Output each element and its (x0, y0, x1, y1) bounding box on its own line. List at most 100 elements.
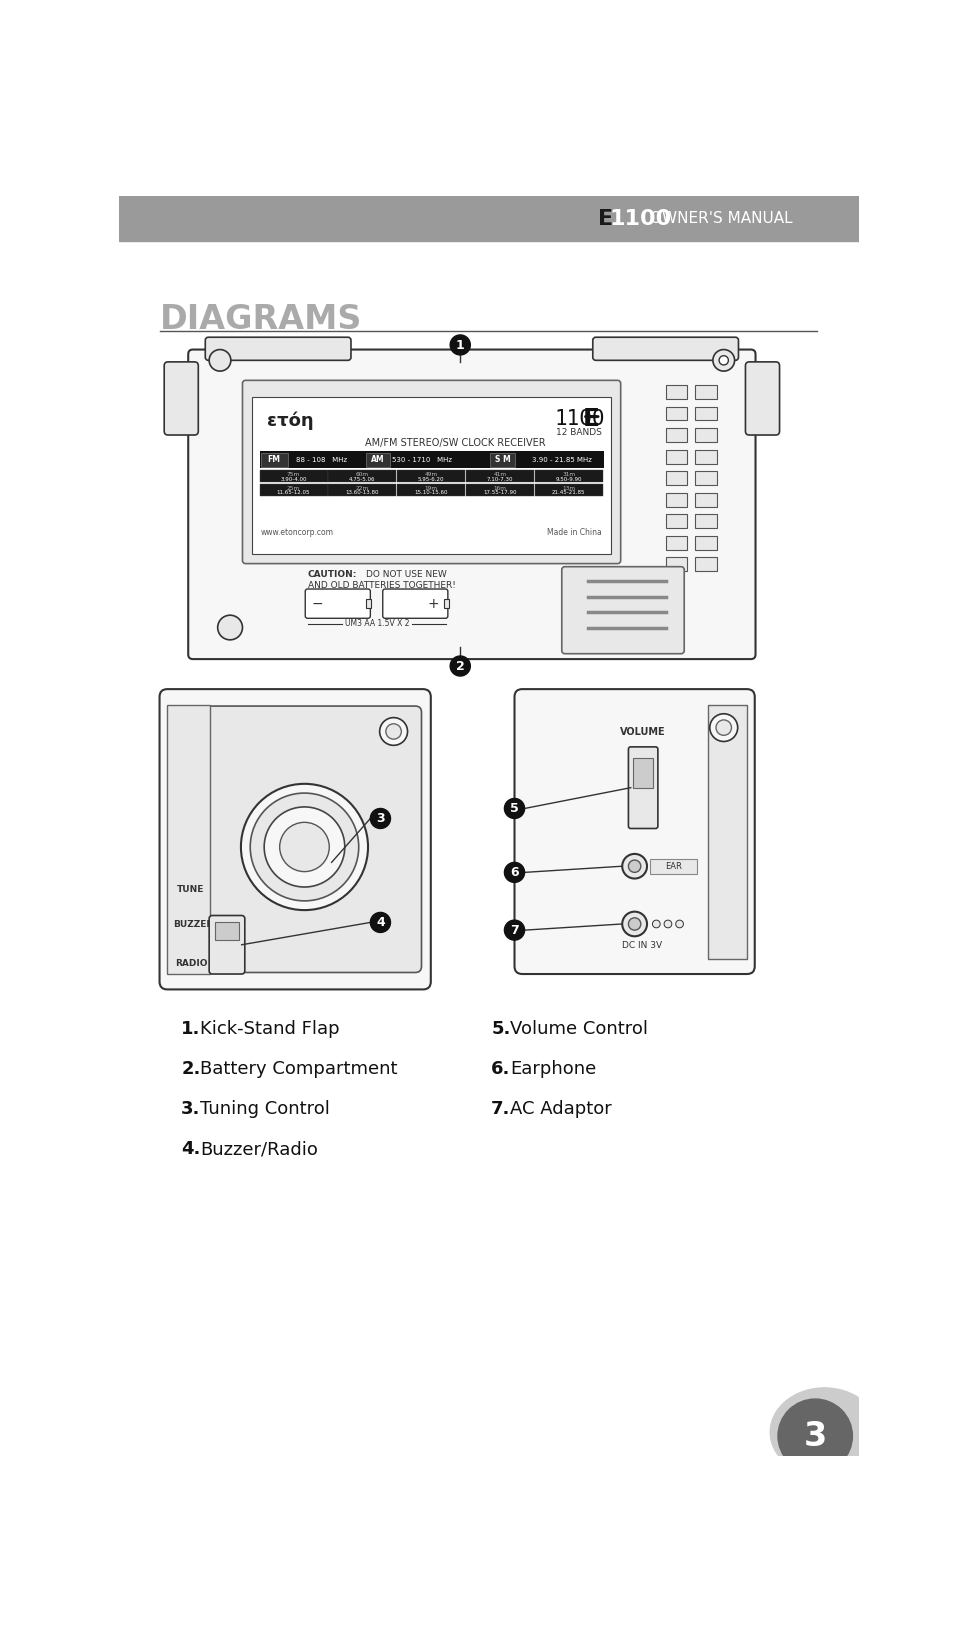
Text: 41m: 41m (493, 471, 506, 478)
Bar (259, 484, 327, 496)
Text: 25m: 25m (287, 486, 300, 491)
Bar (366, 453, 390, 466)
Text: 31m: 31m (561, 471, 575, 478)
Circle shape (264, 807, 344, 887)
Text: 7.10-7.30: 7.10-7.30 (486, 476, 513, 481)
FancyBboxPatch shape (164, 362, 198, 435)
Bar (259, 470, 327, 483)
Text: UM3 AA 1.5V X 2: UM3 AA 1.5V X 2 (345, 618, 409, 628)
Text: 1100: 1100 (554, 409, 604, 429)
Text: 19m: 19m (424, 486, 437, 491)
Bar (695, 492, 716, 507)
Circle shape (716, 720, 731, 735)
Bar (366, 599, 371, 609)
FancyBboxPatch shape (205, 337, 351, 360)
Circle shape (370, 808, 390, 828)
Text: 1100: 1100 (608, 209, 671, 229)
FancyBboxPatch shape (242, 380, 620, 564)
Text: 16m: 16m (493, 486, 506, 491)
Circle shape (370, 913, 390, 933)
Circle shape (675, 919, 682, 928)
Text: 12 BANDS: 12 BANDS (556, 429, 601, 437)
Text: AM/FM STEREO/SW CLOCK RECEIVER: AM/FM STEREO/SW CLOCK RECEIVER (364, 438, 544, 448)
Text: 75m: 75m (287, 471, 300, 478)
Bar (665, 429, 686, 442)
Text: Buzzer/Radio: Buzzer/Radio (199, 1140, 317, 1158)
Circle shape (712, 350, 734, 371)
Text: 22m: 22m (355, 486, 369, 491)
Text: 1.: 1. (181, 1021, 200, 1039)
Circle shape (450, 335, 470, 355)
Bar (167, 705, 210, 973)
Bar (465, 470, 534, 483)
Text: Made in China: Made in China (547, 528, 601, 537)
Text: 9.50-9.90: 9.50-9.90 (555, 476, 581, 481)
Text: 1: 1 (456, 339, 464, 352)
Text: 21.45-21.85: 21.45-21.85 (552, 491, 585, 496)
Circle shape (250, 793, 358, 901)
FancyBboxPatch shape (514, 689, 754, 973)
Text: ετόη: ετόη (267, 411, 314, 430)
Bar (695, 429, 716, 442)
Text: DO NOT USE NEW: DO NOT USE NEW (365, 569, 446, 579)
Circle shape (209, 350, 231, 371)
Bar (259, 452, 603, 468)
Bar (328, 470, 396, 483)
Circle shape (719, 355, 728, 365)
FancyBboxPatch shape (382, 589, 447, 618)
Text: 17.55-17.90: 17.55-17.90 (483, 491, 517, 496)
Bar (665, 558, 686, 571)
Text: Volume Control: Volume Control (509, 1021, 647, 1039)
Circle shape (385, 723, 401, 739)
Bar (695, 471, 716, 484)
Circle shape (241, 784, 368, 910)
Bar (535, 484, 602, 496)
Text: 11.65-12.05: 11.65-12.05 (276, 491, 310, 496)
Text: −: − (311, 597, 322, 610)
Circle shape (628, 861, 640, 872)
Bar (215, 921, 238, 941)
Text: AND OLD BATTERIES TOGETHER!: AND OLD BATTERIES TOGETHER! (307, 581, 455, 589)
Bar (665, 384, 686, 399)
Circle shape (217, 615, 242, 640)
Bar (695, 558, 716, 571)
Text: VOLUME: VOLUME (618, 728, 664, 738)
Text: 6: 6 (510, 867, 518, 879)
Text: Earphone: Earphone (509, 1060, 596, 1078)
Circle shape (279, 823, 329, 872)
Bar (396, 484, 465, 496)
Text: +: + (427, 597, 438, 610)
Text: RADIO: RADIO (174, 959, 208, 967)
Text: 530 - 1710   MHz: 530 - 1710 MHz (392, 456, 452, 463)
Text: DC IN 3V: DC IN 3V (621, 941, 661, 951)
Text: E: E (598, 209, 613, 229)
Circle shape (778, 1399, 852, 1472)
FancyBboxPatch shape (188, 350, 755, 659)
Bar (535, 470, 602, 483)
FancyBboxPatch shape (744, 362, 779, 435)
Text: www.etoncorp.com: www.etoncorp.com (261, 528, 334, 537)
Bar (695, 450, 716, 463)
Text: 4.: 4. (181, 1140, 200, 1158)
Bar (695, 384, 716, 399)
Text: 3: 3 (375, 813, 384, 826)
Text: 2.: 2. (181, 1060, 200, 1078)
Circle shape (379, 718, 407, 746)
Text: 4: 4 (375, 916, 384, 929)
Text: 5: 5 (510, 802, 518, 815)
Circle shape (504, 919, 524, 941)
Text: 5.95-6.20: 5.95-6.20 (417, 476, 444, 481)
Circle shape (450, 656, 470, 676)
Bar (400, 386, 435, 394)
Text: 2: 2 (456, 659, 464, 672)
Text: DIAGRAMS: DIAGRAMS (159, 303, 361, 335)
Circle shape (709, 713, 737, 741)
Ellipse shape (769, 1387, 878, 1476)
Bar (695, 406, 716, 420)
Bar (665, 450, 686, 463)
Text: 13.60-13.80: 13.60-13.80 (345, 491, 378, 496)
Text: BUZZER: BUZZER (173, 919, 213, 929)
Bar (633, 759, 653, 787)
Text: 7: 7 (510, 924, 518, 937)
Bar (490, 453, 515, 466)
